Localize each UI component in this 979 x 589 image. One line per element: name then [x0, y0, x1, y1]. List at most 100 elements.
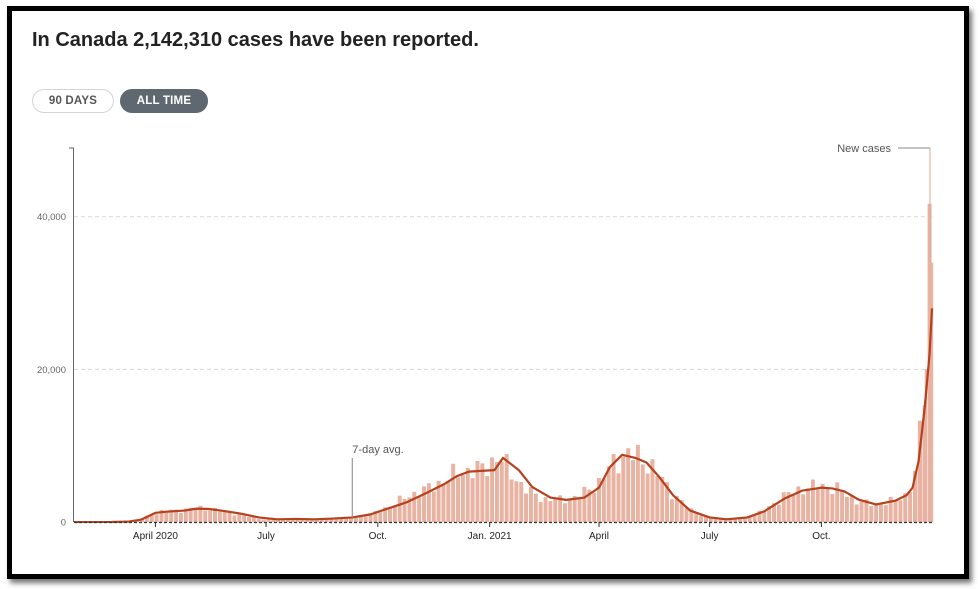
new-cases-bar — [582, 486, 587, 522]
new-cases-bar — [251, 516, 256, 522]
new-cases-bar — [738, 518, 742, 522]
new-cases-bar — [383, 507, 388, 522]
x-tick-label: April 2020 — [133, 531, 178, 542]
new-cases-bar — [422, 486, 426, 522]
new-cases-bar — [563, 503, 567, 522]
new-cases-bar — [426, 483, 431, 522]
annotations: New cases 7-day avg. — [351, 143, 931, 518]
new-cases-bar — [888, 496, 893, 522]
new-cases-bar — [922, 405, 927, 522]
new-cases-bar — [329, 518, 334, 522]
new-cases-bar — [149, 515, 154, 522]
new-cases-bar — [543, 497, 548, 522]
new-cases-bar — [324, 519, 329, 522]
new-cases-bar — [470, 478, 475, 522]
new-cases-bar — [830, 494, 835, 522]
new-cases-bar — [456, 477, 461, 522]
x-tick-label: Oct. — [812, 531, 830, 542]
new-cases-bar — [353, 517, 358, 522]
page-title: In Canada 2,142,310 cases have been repo… — [32, 29, 479, 51]
new-cases-bar — [276, 518, 281, 522]
y-tick-label: 40,000 — [37, 212, 66, 223]
new-cases-bar — [174, 509, 179, 522]
new-cases-bar — [660, 476, 665, 522]
new-cases-bar — [436, 480, 441, 522]
new-cases-bar — [815, 489, 820, 522]
new-cases-bar — [878, 504, 883, 522]
new-cases-bar — [752, 515, 757, 522]
new-cases-bar — [915, 472, 918, 522]
new-cases-bar — [903, 493, 908, 522]
new-cases-bar — [222, 510, 227, 522]
new-cases-bar — [742, 517, 747, 522]
new-cases-bar — [538, 502, 543, 522]
new-cases-bar — [363, 516, 368, 522]
new-cases-bar — [825, 487, 830, 522]
new-cases-bar — [849, 495, 854, 522]
new-cases-bar — [212, 507, 217, 522]
new-cases-bar — [480, 463, 485, 522]
new-cases-bar — [310, 519, 315, 522]
new-cases-bar — [339, 518, 344, 522]
all-time-toggle-button[interactable]: ALL TIME — [120, 89, 208, 113]
new-cases-bar — [699, 515, 704, 522]
new-cases-bar — [261, 519, 266, 522]
new-cases-bar — [728, 518, 733, 522]
new-cases-bar — [431, 491, 436, 522]
new-cases-bar — [208, 510, 213, 522]
new-cases-bar — [874, 503, 879, 522]
new-cases-bar — [266, 519, 271, 522]
new-cases-bar — [840, 490, 845, 522]
new-cases-bar — [373, 511, 378, 522]
new-cases-bar — [305, 518, 310, 522]
new-cases-bar — [869, 506, 874, 522]
new-cases-bar — [864, 499, 869, 522]
new-cases-bar — [577, 498, 582, 522]
new-cases-bar — [558, 495, 563, 522]
new-cases-bar — [810, 479, 815, 522]
new-cases-bar — [509, 479, 514, 522]
x-tick-label: April — [589, 531, 609, 542]
new-cases-bar — [256, 519, 261, 522]
x-tick-label: Jan. 2021 — [468, 531, 512, 542]
new-cases-bar — [548, 500, 553, 522]
new-cases-bar — [217, 511, 222, 522]
new-cases-bar — [616, 473, 621, 522]
new-cases-bar — [378, 512, 383, 522]
new-cases-bar — [494, 462, 499, 522]
x-tick-label: Oct. — [369, 531, 387, 542]
new-cases-bar — [164, 511, 169, 522]
seven-day-average-line — [111, 308, 934, 524]
90-days-toggle-button[interactable]: 90 DAYS — [32, 89, 114, 113]
new-cases-bar — [650, 459, 655, 522]
new-cases-bar — [776, 504, 781, 522]
new-cases-bar — [930, 262, 934, 522]
new-cases-bar — [854, 504, 859, 522]
new-cases-bar — [441, 483, 446, 522]
new-cases-bar — [631, 460, 636, 522]
new-cases-bar — [796, 486, 801, 522]
new-cases-bar — [528, 487, 533, 522]
new-cases-bar — [684, 507, 689, 522]
new-cases-bar — [397, 495, 402, 522]
new-cases-bar — [392, 505, 397, 522]
new-cases-bar — [820, 483, 825, 522]
axes: 0 20,000 40,000 April 2020 July Oct. Jan. 2021… — [37, 147, 932, 542]
new-cases-bar — [655, 475, 660, 522]
new-cases-bar — [718, 518, 723, 522]
new-cases-bar — [640, 464, 645, 522]
new-cases-bar — [402, 498, 407, 522]
new-cases-bar — [290, 518, 295, 522]
new-cases-bar — [281, 518, 286, 522]
new-cases-bar — [626, 448, 631, 522]
new-cases-bar — [567, 499, 572, 522]
new-cases-bar — [271, 519, 276, 522]
new-cases-bar — [460, 475, 465, 522]
new-cases-bar — [465, 467, 470, 522]
new-cases-bar — [183, 508, 188, 522]
new-cases-bar — [188, 507, 193, 522]
new-cases-bar — [417, 497, 422, 522]
new-cases-bar — [621, 456, 626, 522]
new-cases-bar — [247, 516, 251, 522]
new-cases-bar — [679, 500, 684, 522]
